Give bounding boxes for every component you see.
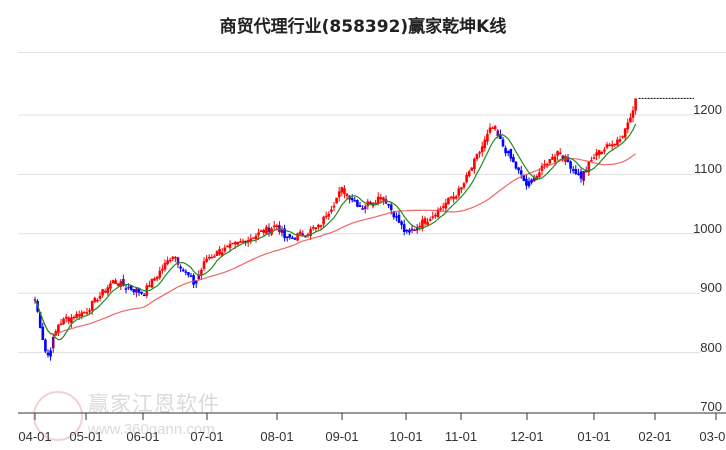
x-tick-label: 07-01 (190, 429, 224, 444)
y-tick-label: 1100 (694, 161, 722, 177)
y-tick-label: 900 (700, 280, 722, 296)
x-tick-label: 06-01 (126, 429, 160, 444)
chart-title: 商贸代理行业(858392)赢家乾坤K线 (219, 17, 507, 37)
y-tick-label: 1200 (693, 102, 722, 117)
x-tick-label: 05-01 (69, 429, 103, 444)
x-tick-label: 01-01 (577, 429, 611, 444)
watermark-name: 赢家江恩软件 (88, 392, 220, 416)
x-tick-label: 02-01 (638, 429, 672, 444)
y-tick-label: 1000 (693, 220, 722, 236)
x-tick-label: 12-01 (510, 429, 544, 444)
x-tick-label: 08-01 (260, 429, 294, 444)
y-tick-label: 800 (700, 339, 722, 355)
title-divider (18, 52, 726, 53)
x-tick-label: 11-01 (444, 429, 478, 444)
y-tick-label: 700 (700, 399, 722, 414)
x-tick-label: 03-01 (699, 429, 726, 444)
watermark-url: www.360gann.com (88, 421, 215, 438)
x-tick-label: 10-01 (389, 429, 423, 444)
watermark-seal-icon (33, 391, 83, 441)
x-tick-label: 09-01 (325, 429, 359, 444)
